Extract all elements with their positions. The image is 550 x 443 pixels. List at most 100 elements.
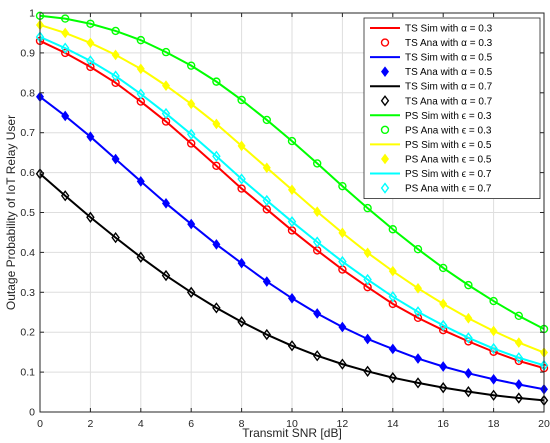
data-point xyxy=(111,70,120,82)
series-3 xyxy=(36,91,548,395)
data-point xyxy=(388,265,397,277)
legend-box xyxy=(363,17,541,200)
x-tick-label: 18 xyxy=(488,418,500,430)
data-point xyxy=(237,140,246,152)
x-tick-label: 20 xyxy=(538,418,550,430)
data-point xyxy=(161,107,171,120)
y-tick-label: 0.8 xyxy=(20,87,35,99)
data-point xyxy=(388,343,397,355)
data-point xyxy=(136,176,145,187)
data-point xyxy=(413,306,423,318)
series-0 xyxy=(39,40,545,370)
y-tick-label: 0.7 xyxy=(20,127,35,139)
data-point xyxy=(162,197,170,209)
data-point xyxy=(288,292,296,304)
data-point xyxy=(186,61,196,70)
data-point xyxy=(111,78,120,88)
series-line xyxy=(39,36,545,367)
data-point xyxy=(514,379,523,390)
data-point xyxy=(136,88,146,100)
data-point xyxy=(237,95,246,105)
data-point xyxy=(212,302,221,314)
data-point xyxy=(414,353,422,364)
data-point xyxy=(262,162,271,174)
legend-marker-swatch xyxy=(380,182,390,194)
data-point xyxy=(312,350,322,362)
series-line xyxy=(39,14,545,330)
legend-entry-label: TS Ana with α = 0.5 xyxy=(405,67,493,78)
data-point xyxy=(313,308,322,319)
data-point xyxy=(262,194,272,207)
data-point xyxy=(313,206,322,218)
data-point xyxy=(262,276,271,287)
data-point xyxy=(288,184,296,196)
series-6 xyxy=(39,14,545,330)
data-point xyxy=(111,26,120,36)
x-tick-label: 16 xyxy=(437,418,449,430)
x-tick-label: 6 xyxy=(188,418,194,430)
x-tick-label: 0 xyxy=(37,418,43,430)
data-point xyxy=(464,280,473,290)
data-point xyxy=(86,211,95,223)
data-point xyxy=(60,42,70,54)
data-point xyxy=(388,225,397,234)
legend-entry-label: PS Ana with ϵ = 0.7 xyxy=(405,184,492,195)
data-point xyxy=(439,263,448,273)
data-point xyxy=(439,361,448,372)
data-point xyxy=(262,115,271,125)
data-point xyxy=(363,365,372,377)
data-point xyxy=(313,159,322,168)
data-point xyxy=(161,269,171,282)
legend-marker-swatch xyxy=(380,38,390,47)
data-point xyxy=(161,47,171,57)
data-point xyxy=(187,218,196,230)
data-point xyxy=(212,118,221,130)
data-point xyxy=(438,381,448,394)
data-point xyxy=(287,136,297,146)
y-tick-label: 0.2 xyxy=(20,327,35,339)
x-tick-label: 4 xyxy=(138,418,144,430)
data-point xyxy=(86,55,95,67)
data-point xyxy=(338,255,347,268)
series-4 xyxy=(39,173,545,402)
data-point xyxy=(86,131,95,143)
data-point xyxy=(111,231,120,244)
data-point xyxy=(111,153,120,165)
data-point xyxy=(363,247,372,259)
legend-entry-label: PS Sim with ϵ = 0.7 xyxy=(405,169,492,180)
data-point xyxy=(413,377,423,389)
data-point xyxy=(514,352,524,364)
legend-marker-swatch xyxy=(380,125,390,135)
data-point xyxy=(514,337,523,348)
data-point xyxy=(237,316,246,328)
legend-entry-label: TS Sim with α = 0.7 xyxy=(405,82,493,93)
data-point xyxy=(489,389,498,401)
data-point xyxy=(388,372,398,384)
data-point xyxy=(212,150,221,162)
y-tick-label: 0.1 xyxy=(20,367,35,379)
data-point xyxy=(262,328,272,341)
data-point xyxy=(136,35,146,45)
data-point xyxy=(438,319,448,332)
data-point xyxy=(186,139,196,148)
legend-entry-label: TS Ana with α = 0.3 xyxy=(405,38,493,49)
legend-marker-swatch xyxy=(381,153,389,165)
legend-marker-swatch xyxy=(380,95,390,107)
data-point xyxy=(61,110,70,122)
data-point xyxy=(514,392,524,404)
y-tick-label: 0.5 xyxy=(20,207,35,219)
data-point xyxy=(464,367,473,379)
y-tick-label: 0.6 xyxy=(20,167,35,179)
data-point xyxy=(237,173,246,185)
data-point xyxy=(439,298,448,310)
data-point xyxy=(388,291,398,303)
y-tick-label: 1 xyxy=(29,8,35,20)
data-point xyxy=(489,296,498,306)
y-tick-label: 0 xyxy=(29,407,35,419)
legend-marker-swatch xyxy=(381,66,389,77)
legend-entry-label: PS Ana with ϵ = 0.3 xyxy=(405,125,492,136)
data-point xyxy=(187,98,196,110)
x-tick-label: 14 xyxy=(387,418,399,430)
data-point xyxy=(489,342,498,355)
data-point xyxy=(86,37,95,49)
